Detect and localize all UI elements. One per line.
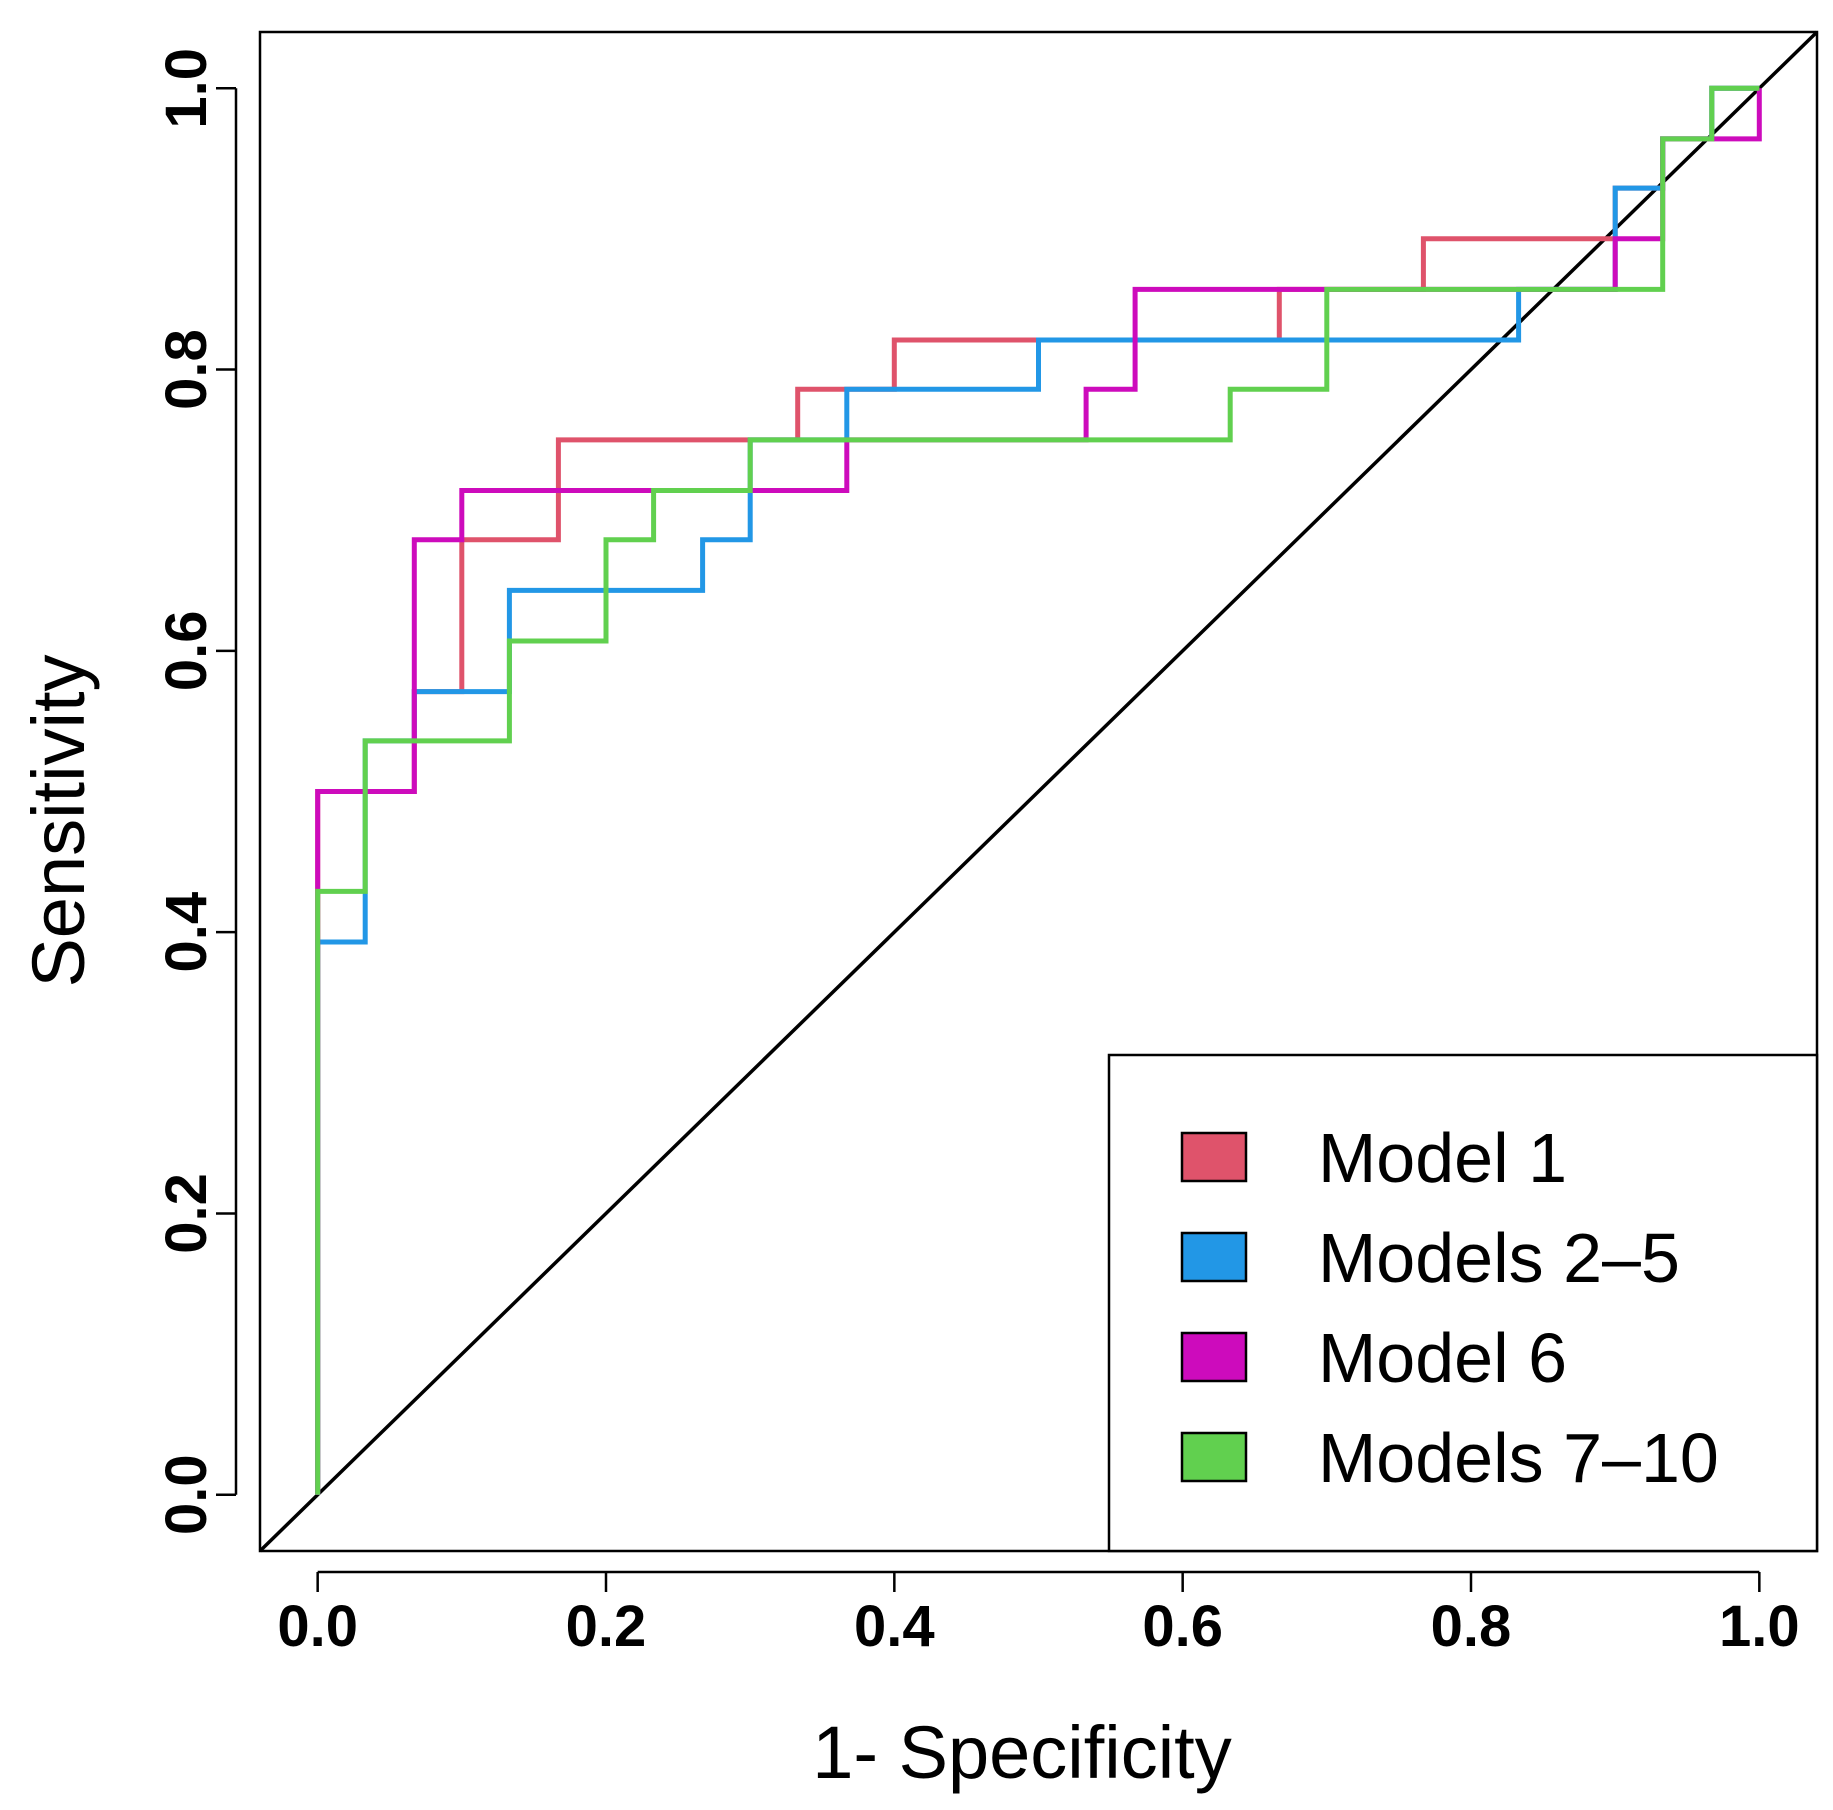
legend-label: Model 6 (1318, 1319, 1567, 1397)
legend-label: Model 1 (1318, 1119, 1567, 1197)
x-axis-title: 1- Specificity (812, 1711, 1231, 1794)
legend-swatch (1180, 1331, 1248, 1383)
legend-swatch (1180, 1131, 1248, 1183)
y-tick-label: 1.0 (154, 48, 219, 129)
x-tick-label: 1.0 (1719, 1594, 1800, 1659)
x-tick-label: 0.0 (277, 1594, 358, 1659)
y-tick-label: 0.2 (154, 1173, 219, 1254)
reference-diagonal-line (258, 30, 1819, 1553)
y-tick-label: 0.6 (154, 611, 219, 692)
legend-label: Models 7–10 (1318, 1419, 1719, 1497)
legend-label: Models 2–5 (1318, 1219, 1680, 1297)
y-tick-label: 0.8 (154, 329, 219, 410)
plot-frame (258, 30, 1819, 1553)
legend-swatch (1180, 1231, 1248, 1283)
roc-line-series-4 (315, 85, 1760, 1495)
y-tick-label: 0.4 (154, 892, 219, 973)
legend-swatch (1180, 1431, 1248, 1483)
y-tick-label: 0.0 (154, 1454, 219, 1535)
y-axis-title: Sensitivity (17, 654, 100, 987)
x-tick-label: 0.4 (854, 1594, 935, 1659)
x-tick-label: 0.2 (566, 1594, 647, 1659)
x-tick-label: 0.8 (1431, 1594, 1512, 1659)
x-tick-label: 0.6 (1142, 1594, 1223, 1659)
